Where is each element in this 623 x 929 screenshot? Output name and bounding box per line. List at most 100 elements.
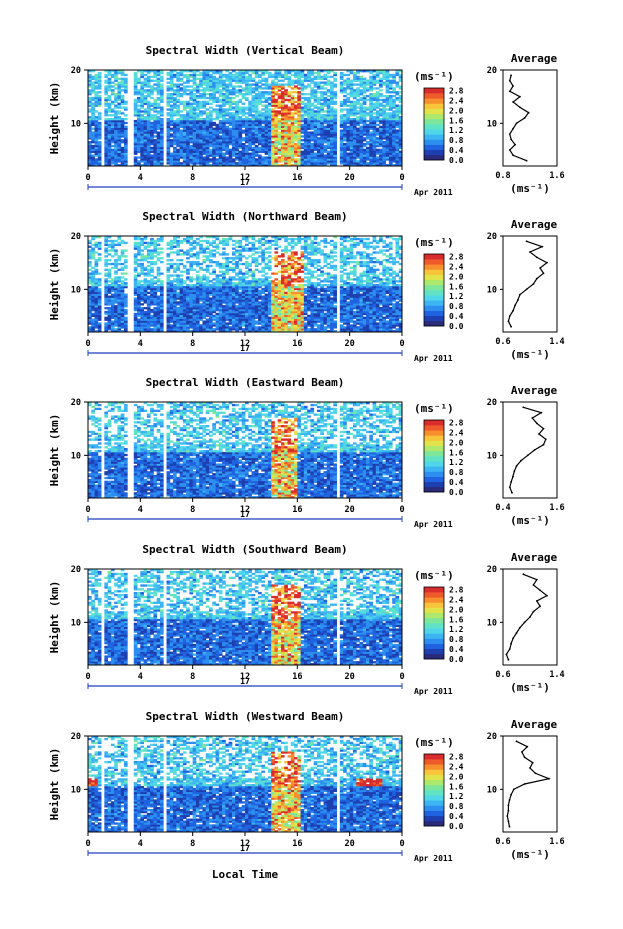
heatmap-cell [150,282,154,285]
heatmap-cell [91,162,95,165]
heatmap-cell [173,73,177,77]
heatmap-cell [385,116,390,119]
heatmap-cell [166,274,171,277]
heatmap-cell [97,257,102,260]
heatmap-cell [94,301,99,304]
heatmap-cell [284,160,288,163]
heatmap-cell [267,71,272,75]
heatmap-cell [156,160,161,163]
heatmap-cell [235,131,239,134]
heatmap-cell [176,127,180,130]
heatmap-cell [323,141,328,144]
heatmap-cell [313,93,318,96]
heatmap-cell [169,160,174,163]
heatmap-cell [320,152,324,155]
heatmap-cell [205,112,210,115]
heatmap-cell [254,98,259,102]
heatmap-cell [189,158,194,161]
heatmap-cell [107,137,112,140]
heatmap-cell [110,320,115,323]
heatmap-cell [333,83,337,86]
heatmap-cell [137,70,141,73]
heatmap-cell [369,142,373,146]
heatmap-cell [97,81,102,84]
heatmap-cell [156,312,161,316]
heatmap-cell [323,83,328,86]
heatmap-cell [238,100,243,104]
heatmap-cell [274,125,279,128]
heatmap-cell [369,133,373,136]
heatmap-cell [264,123,269,127]
heatmap-cell [320,142,324,146]
heatmap-cell [150,162,154,165]
heatmap-cell [228,83,233,86]
heatmap-cell [153,285,158,289]
heatmap-cell [91,276,95,279]
heatmap-cell [297,146,301,150]
heatmap-cell [372,150,377,153]
heatmap-cell [107,146,112,150]
heatmap-cell [369,89,373,92]
heatmap-cell [137,303,141,306]
heatmap-cell [137,330,141,333]
heatmap-cell [307,135,311,138]
heatmap-cell [91,158,95,161]
heatmap-cell [212,83,216,86]
colorbar-tick-label: 2.0 [449,106,464,115]
heatmap-cell [297,160,301,163]
heatmap-cell [382,148,387,152]
heatmap-cell [326,131,331,134]
heatmap-cell [375,141,380,144]
heatmap-cell [225,114,230,117]
heatmap-cell [245,106,249,109]
heatmap-cell [140,318,144,321]
heatmap-cell [398,91,403,94]
heatmap-cell [156,93,161,96]
heatmap-cell [97,330,102,333]
heatmap-cell [352,148,357,152]
heatmap-cell [166,289,171,293]
heatmap-cell [169,280,174,283]
heatmap-cell [107,162,112,165]
heatmap-cell [382,150,387,153]
heatmap-cell [173,135,177,138]
heatmap-cell [169,83,174,86]
heatmap-cell [209,144,213,148]
heatmap-cell [241,158,246,161]
heatmap-cell [313,114,318,117]
average-frame [502,69,558,167]
heatmap-cell [97,162,102,165]
heatmap-cell [339,116,344,119]
heatmap-cell [339,133,344,136]
heatmap-cell [280,152,285,155]
heatmap-cell [323,70,328,73]
heatmap-cell [316,75,321,79]
heatmap-cell [153,312,158,316]
heatmap-cell [140,81,144,84]
heatmap-cell [238,131,243,134]
heatmap-cell [156,81,161,84]
heatmap-cell [297,119,301,123]
heatmap-cell [186,79,190,82]
heatmap-cell [104,299,109,302]
heatmap-cell [398,129,403,132]
heatmap-cell [107,297,112,300]
heatmap-cell [153,293,158,296]
heatmap-cell [267,144,272,148]
heatmap-cell [192,158,197,161]
heatmap-cell [182,150,187,153]
heatmap-cell [398,98,403,102]
heatmap-cell [195,131,200,134]
heatmap-cell [241,87,246,90]
average-point [514,143,516,146]
heatmap-cell [356,93,360,96]
heatmap-cell [392,154,396,157]
heatmap-cell [303,146,308,150]
heatmap-cell [209,106,213,109]
heatmap-cell [369,125,373,128]
heatmap-cell [261,118,266,121]
heatmap-cell [359,104,364,107]
heatmap-cell [94,152,99,155]
heatmap-cell [241,102,246,105]
heatmap-cell [143,81,148,84]
